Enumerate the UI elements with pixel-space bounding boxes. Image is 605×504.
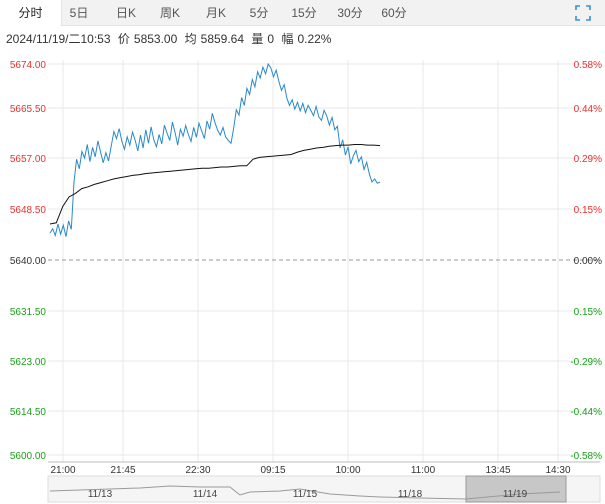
price-label: 价 [117, 32, 130, 46]
y-tick-label-right: -0.44% [570, 407, 602, 418]
navigator-date-label: 11/18 [398, 489, 423, 500]
y-tick-label-left: 5623.00 [10, 357, 47, 368]
y-tick-label-right: -0.29% [570, 357, 602, 368]
volume-label: 量 [251, 32, 264, 46]
tab-15-min[interactable]: 15分 [291, 6, 317, 20]
y-tick-label-right: 0.44% [574, 104, 602, 115]
navigator-date-label: 11/15 [293, 489, 318, 500]
x-tick-label: 22:30 [185, 465, 210, 476]
avg-value: 5859.64 [200, 32, 245, 46]
y-tick-label-left: 5640.00 [10, 256, 47, 267]
navigator-date-label: 11/14 [193, 489, 218, 500]
tab-intraday[interactable]: 分时 [0, 0, 62, 26]
x-tick-label: 13:45 [485, 465, 510, 476]
y-tick-label-left: 5665.50 [10, 104, 47, 115]
y-tick-label-right: -0.58% [570, 451, 602, 462]
y-tick-label-left: 5600.00 [10, 451, 47, 462]
x-tick-label: 14:30 [545, 465, 570, 476]
price-value: 5853.00 [133, 32, 178, 46]
y-tick-label-left: 5674.00 [10, 60, 47, 71]
x-tick-label: 21:00 [50, 465, 75, 476]
x-tick-label: 09:15 [260, 465, 285, 476]
change-label: 幅 [281, 32, 294, 46]
y-tick-label-right: 0.29% [574, 154, 602, 165]
navigator-sparkline [49, 485, 561, 500]
expand-icon[interactable] [575, 5, 591, 21]
y-tick-label-right: 0.15% [574, 307, 602, 318]
navigator-date-label: 11/13 [88, 489, 113, 500]
tab-weekly-k[interactable]: 周K [159, 6, 180, 20]
tab-60-min[interactable]: 60分 [381, 6, 407, 20]
tab-monthly-k[interactable]: 月K [205, 6, 226, 20]
tab-5-day[interactable]: 5日 [69, 6, 89, 20]
change-value: 0.22% [297, 32, 332, 46]
quote-datetime: 2024/11/19/二10:53 [6, 32, 111, 46]
period-tabbar: 分时 5日 日K 周K 月K 5分 15分 30分 60分 [0, 0, 605, 26]
y-tick-label-left: 5614.50 [10, 407, 47, 418]
x-tick-label: 21:45 [110, 465, 135, 476]
y-tick-label-right: 0.58% [574, 60, 602, 71]
x-tick-label: 10:00 [335, 465, 360, 476]
y-tick-label-right: 0.00% [574, 256, 602, 267]
y-tick-label-left: 5648.50 [10, 205, 47, 216]
tab-5-min[interactable]: 5分 [249, 6, 269, 20]
y-tick-label-left: 5631.50 [10, 307, 47, 318]
y-tick-label-right: 0.15% [574, 205, 602, 216]
tab-30-min[interactable]: 30分 [337, 6, 363, 20]
x-tick-label: 11:00 [411, 465, 436, 476]
price-line [49, 62, 381, 238]
volume-value: 0 [267, 32, 275, 46]
average-price-line [49, 144, 381, 225]
y-tick-label-left: 5657.00 [10, 154, 47, 165]
avg-label: 均 [184, 32, 197, 46]
navigator-date-label: 11/19 [503, 489, 528, 500]
tab-daily-k[interactable]: 日K [115, 6, 136, 20]
